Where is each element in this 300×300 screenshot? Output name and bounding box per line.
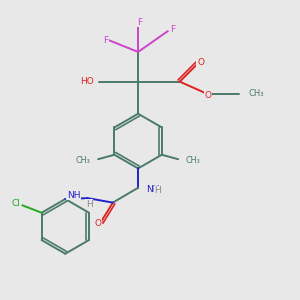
Text: HO: HO — [80, 77, 94, 86]
Text: F: F — [137, 18, 142, 27]
Text: Cl: Cl — [12, 199, 21, 208]
Text: CH₃: CH₃ — [186, 156, 200, 165]
Text: H: H — [86, 200, 92, 208]
Text: O: O — [94, 219, 101, 228]
Text: NH: NH — [146, 185, 160, 194]
Text: H: H — [154, 186, 161, 195]
Text: NH: NH — [67, 191, 80, 200]
Text: F: F — [170, 25, 175, 34]
Text: F: F — [103, 35, 108, 44]
Text: CH₃: CH₃ — [76, 156, 91, 165]
Text: CH₃: CH₃ — [248, 89, 264, 98]
Text: O: O — [205, 91, 212, 100]
Text: O: O — [197, 58, 204, 67]
